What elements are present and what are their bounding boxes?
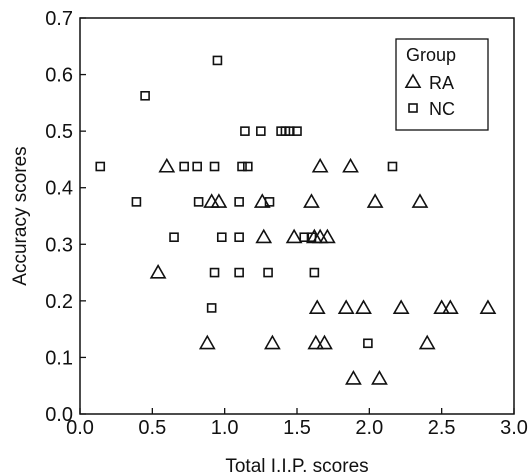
point-ra (158, 157, 176, 173)
point-ra (392, 299, 410, 314)
y-tick-label: 0.0 (45, 404, 73, 426)
point-nc (243, 161, 253, 172)
point-nc (212, 55, 223, 66)
x-tick-label: 0.5 (138, 417, 166, 439)
point-ra (255, 228, 273, 244)
point-ra (433, 299, 451, 314)
legend-title: Group (406, 45, 456, 65)
point-nc (209, 161, 220, 172)
legend: Group RA NC (395, 38, 489, 131)
data-points (95, 55, 497, 385)
x-tick-label: 2.0 (355, 417, 383, 439)
y-tick-label: 0.2 (45, 291, 73, 313)
point-ra (264, 334, 281, 350)
point-ra (319, 228, 336, 244)
legend-label-nc: NC (429, 99, 455, 119)
y-tick-label: 0.5 (45, 121, 73, 143)
x-axis: 0.0 0.5 1.0 1.5 2.0 2.5 3.0 (66, 408, 528, 439)
point-nc (234, 197, 244, 207)
point-nc (263, 267, 273, 278)
point-nc (193, 197, 204, 207)
point-nc (234, 267, 244, 278)
x-tick-label: 1.5 (283, 417, 311, 439)
point-ra (342, 157, 359, 173)
point-ra (337, 299, 355, 314)
y-tick-label: 0.3 (45, 234, 73, 256)
point-nc (234, 232, 244, 243)
point-ra (285, 228, 303, 244)
legend-marker-ra (404, 73, 422, 89)
series-nc (95, 55, 398, 349)
point-ra (308, 299, 326, 314)
point-nc (169, 232, 179, 243)
point-nc (179, 161, 189, 172)
point-nc (209, 267, 220, 278)
point-nc (309, 267, 320, 278)
point-ra (149, 263, 167, 279)
point-nc (256, 126, 266, 136)
point-ra (411, 193, 429, 208)
point-ra (203, 193, 221, 208)
point-nc (363, 338, 373, 349)
legend-marker-nc (408, 103, 418, 113)
point-nc (192, 161, 202, 172)
point-nc (216, 232, 227, 243)
y-axis-title: Accuracy scores (10, 146, 31, 285)
point-ra (316, 334, 333, 350)
y-tick-label: 0.1 (45, 347, 73, 369)
point-ra (210, 193, 228, 208)
point-nc (292, 126, 302, 136)
legend-label-ra: RA (429, 73, 454, 93)
y-tick-label: 0.4 (45, 178, 73, 200)
point-ra (311, 157, 329, 173)
y-tick-label: 0.6 (45, 65, 73, 87)
point-nc (240, 126, 250, 136)
x-axis-title: Total I.I.P. scores (225, 456, 368, 476)
point-nc (264, 197, 275, 207)
point-ra (441, 299, 459, 314)
x-tick-label: 3.0 (500, 417, 528, 439)
point-nc (95, 161, 106, 172)
point-ra (479, 299, 497, 314)
point-nc (387, 161, 398, 172)
point-nc (140, 90, 150, 101)
point-ra (198, 334, 216, 350)
series-ra (149, 157, 497, 385)
point-ra (355, 299, 372, 314)
point-nc (206, 303, 217, 313)
y-axis: 0.0 0.1 0.2 0.3 0.4 0.5 0.6 0.7 (45, 8, 86, 426)
point-nc (131, 197, 142, 207)
point-ra (371, 370, 388, 385)
x-tick-label: 1.0 (211, 417, 239, 439)
x-tick-label: 2.5 (428, 417, 456, 439)
point-ra (366, 193, 384, 208)
point-ra (307, 334, 325, 350)
y-tick-label: 0.7 (45, 8, 73, 30)
point-ra (345, 370, 362, 385)
point-nc (306, 232, 317, 243)
point-ra (303, 193, 320, 208)
point-ra (418, 334, 436, 350)
legend-box (395, 38, 489, 131)
x-tick-label: 0.0 (66, 417, 94, 439)
point-nc (237, 161, 247, 172)
